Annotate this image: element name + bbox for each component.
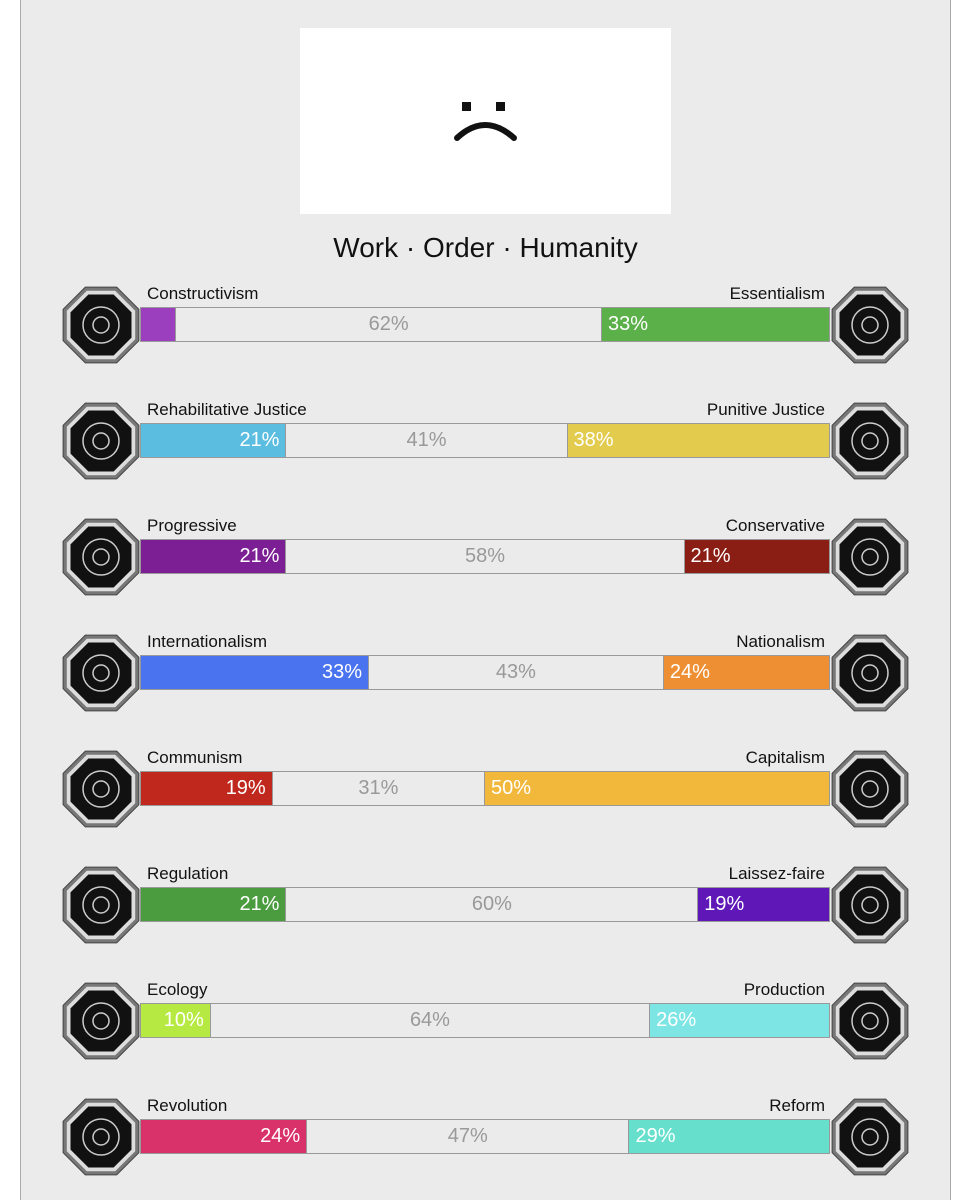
left-percent: 19% [225,777,266,799]
icon [831,982,909,1060]
left-name: Internationalism [147,632,268,651]
center-percent: 47% [447,1125,488,1147]
left-percent: 21% [239,893,280,915]
left-percent: 21% [239,545,280,567]
right-name: Essentialism [729,284,825,303]
right-segment: 19% [698,888,829,921]
center-percent: 43% [495,661,536,683]
left-segment [141,308,176,341]
icon [831,518,909,596]
center-segment: 43% [368,656,664,689]
icon [831,402,909,480]
right-percent: 50% [491,777,532,799]
center-segment: 41% [285,424,568,457]
left-segment: 21% [141,424,286,457]
left-name: Regulation [147,864,229,883]
right-percent: 29% [635,1125,676,1147]
icon [62,866,140,944]
left-segment: 24% [141,1120,307,1153]
right-percent: 33% [607,313,648,335]
center-segment: 47% [306,1120,630,1153]
bar: 62% 33% [140,307,830,342]
right-percent: 38% [573,429,614,451]
center-segment: 64% [209,1004,651,1037]
icon [62,1098,140,1176]
title: Work · Order · Humanity [333,232,638,263]
center-percent: 62% [368,313,409,335]
left-segment: 10% [141,1004,210,1037]
left-name: Revolution [147,1096,228,1115]
icon [62,750,140,828]
center-segment: 60% [285,888,699,921]
left-segment: 21% [141,888,286,921]
bar: 21% 60% 19% [140,887,830,922]
left-name: Communism [147,748,243,767]
right-segment: 21% [684,540,829,573]
right-percent: 24% [669,661,710,683]
bar: 21% 58% 21% [140,539,830,574]
bar: 33% 43% 24% [140,655,830,690]
center-percent: 60% [471,893,512,915]
left-segment: 19% [141,772,272,805]
left-name: Rehabilitative Justice [147,400,307,419]
right-segment: 24% [663,656,829,689]
left-name: Ecology [147,980,208,999]
right-segment: 26% [650,1004,829,1037]
left-percent: 21% [239,429,280,451]
icon [62,634,140,712]
center-percent: 41% [406,429,447,451]
left-percent: 33% [322,661,363,683]
icon [62,286,140,364]
center-segment: 62% [175,308,602,341]
left-percent: 24% [260,1125,301,1147]
right-name: Conservative [725,516,825,535]
bar: 10% 64% 26% [140,1003,830,1038]
right-segment: 38% [567,424,829,457]
right-percent: 19% [704,893,745,915]
left-segment: 33% [141,656,369,689]
icon [831,1098,909,1176]
right-name: Nationalism [736,632,825,651]
bar: 24% 47% 29% [140,1119,830,1154]
left-percent: 10% [163,1009,204,1031]
center-segment: 58% [285,540,685,573]
center-percent: 64% [409,1009,450,1031]
right-name: Punitive Justice [706,400,825,419]
center-segment: 31% [271,772,485,805]
right-segment: 50% [485,772,829,805]
sad-face [454,102,517,141]
icon [831,286,909,364]
right-name: Laissez-faire [728,864,825,883]
icon [62,982,140,1060]
center-percent: 31% [358,777,399,799]
center-percent: 58% [464,545,505,567]
right-name: Capitalism [745,748,825,767]
icon [831,866,909,944]
left-segment: 21% [141,540,286,573]
right-name: Reform [769,1096,825,1115]
right-percent: 26% [656,1009,697,1031]
left-name: Progressive [147,516,237,535]
right-segment: 33% [601,308,829,341]
right-name: Production [743,980,825,999]
image-placeholder [300,28,671,214]
icon [831,634,909,712]
bar: 21% 41% 38% [140,423,830,458]
right-segment: 29% [629,1120,829,1153]
left-name: Constructivism [147,284,259,303]
icon [62,518,140,596]
icon [831,750,909,828]
icon [62,402,140,480]
right-percent: 21% [690,545,731,567]
bar: 19% 31% 50% [140,771,830,806]
